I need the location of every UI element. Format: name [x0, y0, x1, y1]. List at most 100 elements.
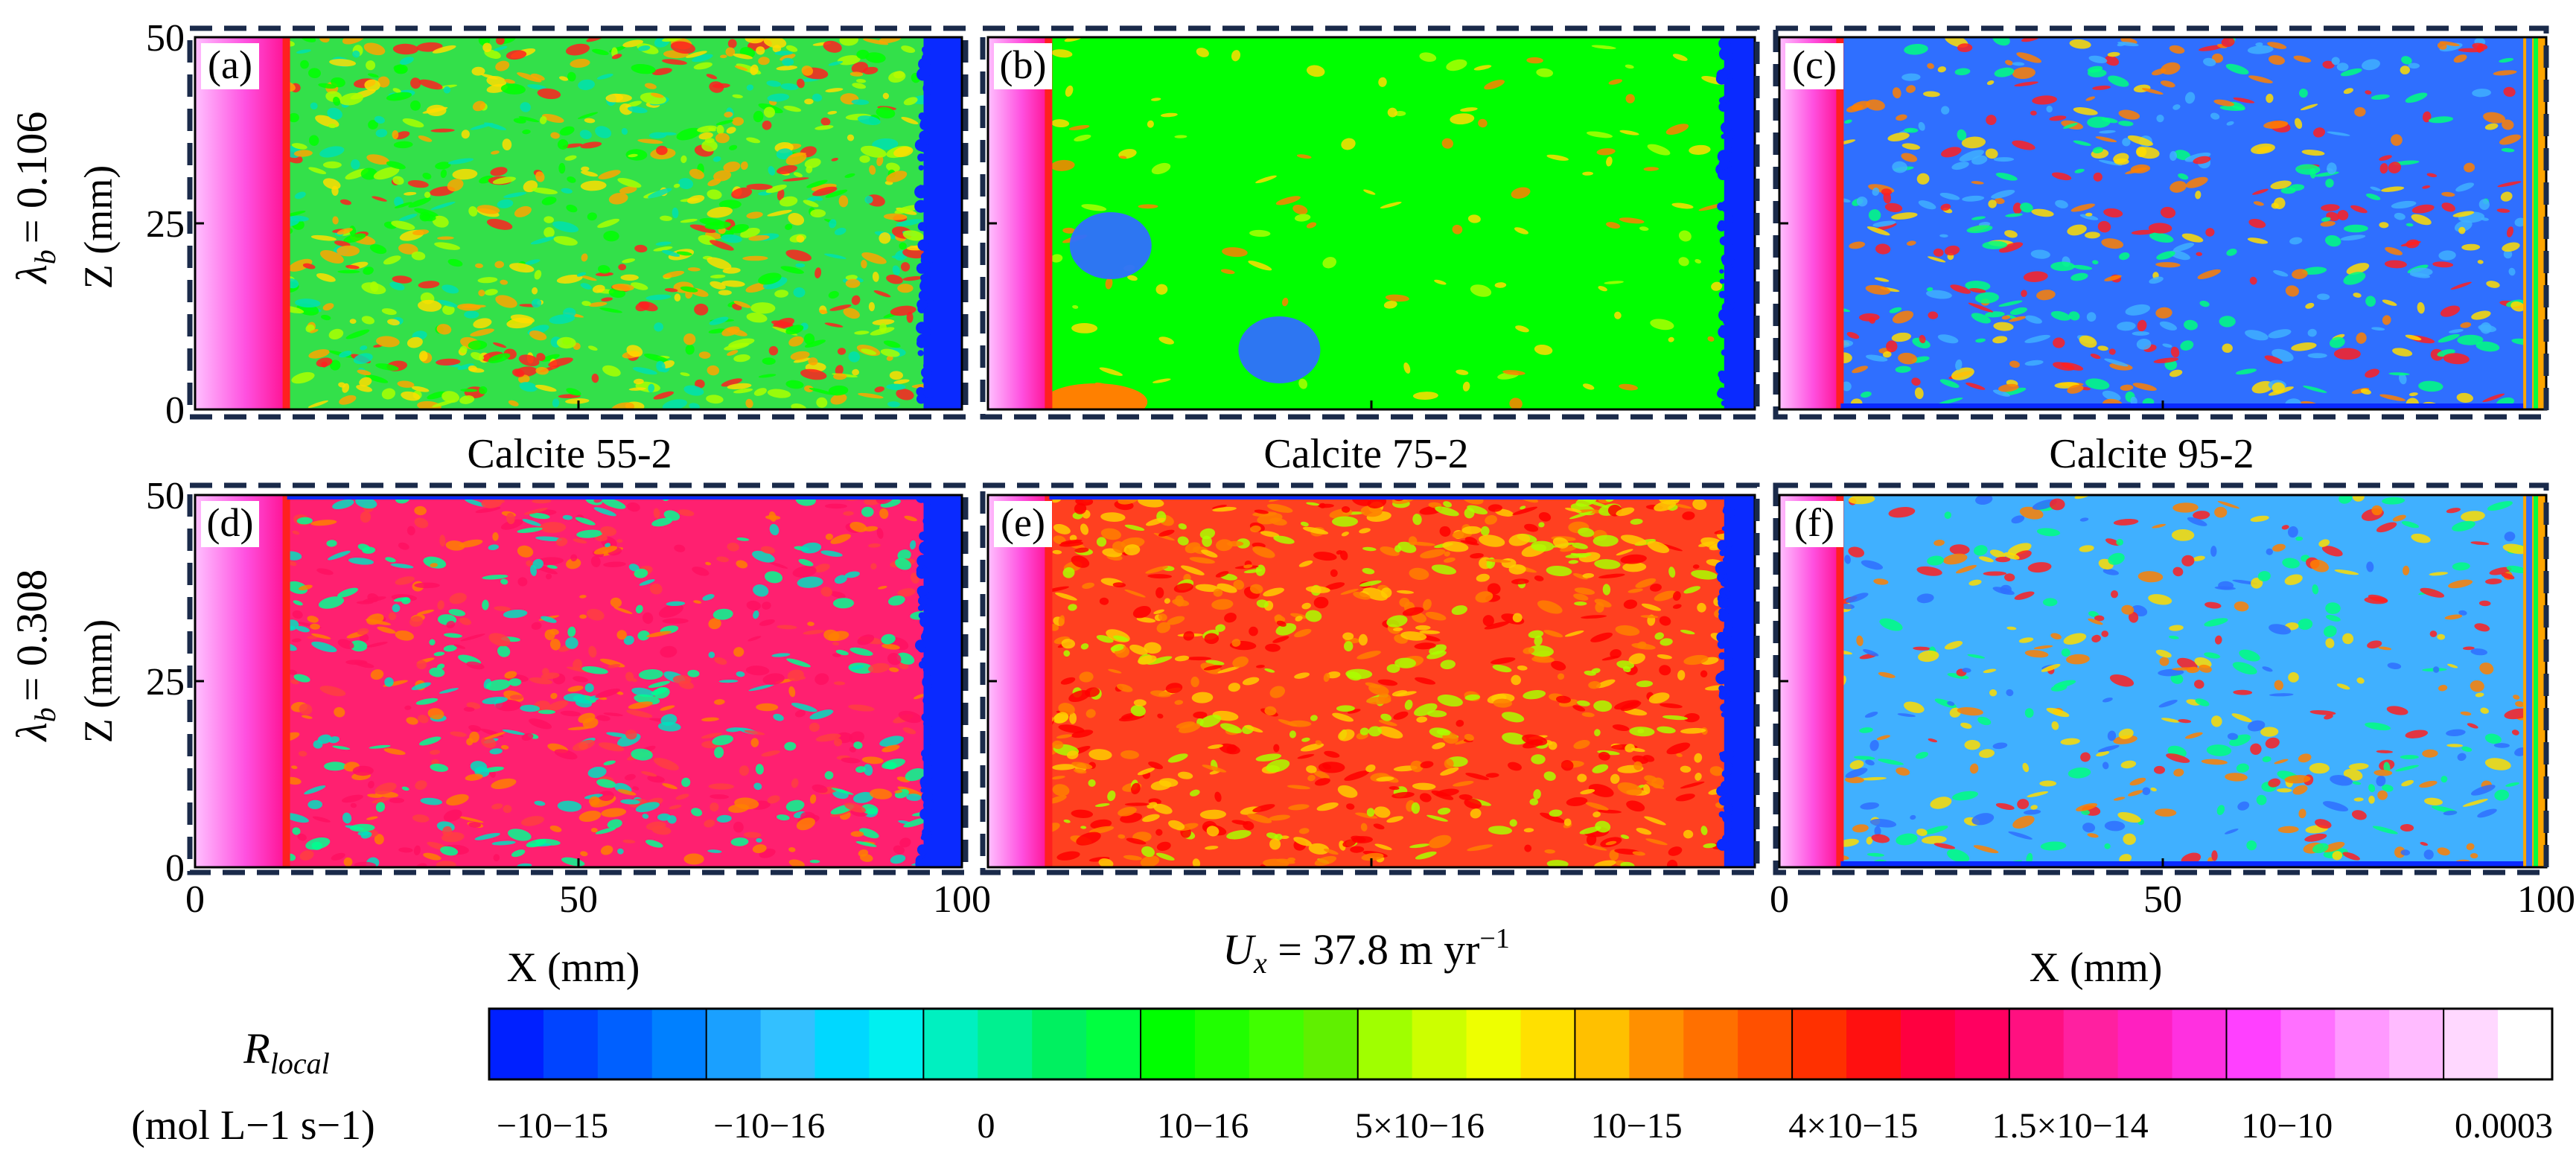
field-speckle: [879, 735, 905, 747]
field-speckle: [2024, 360, 2044, 366]
field-speckle: [906, 312, 914, 323]
field-speckle: [2234, 601, 2249, 612]
field-speckle: [888, 71, 906, 83]
field-speckle: [2030, 249, 2050, 259]
field-speckle: [612, 284, 634, 291]
field-speckle: [714, 657, 727, 665]
field-speckle: [731, 187, 753, 200]
outlet-speckle: [915, 639, 927, 651]
field-speckle: [1340, 588, 1359, 595]
field-speckle: [759, 619, 775, 626]
field-speckle: [880, 348, 900, 357]
field-speckle: [899, 242, 907, 250]
field-speckle: [1174, 655, 1190, 662]
field-speckle: [2012, 815, 2035, 829]
field-speckle: [2502, 543, 2529, 555]
field-speckle: [1916, 173, 1930, 185]
field-speckle: [2424, 797, 2443, 805]
field-speckle: [861, 804, 879, 815]
field-speckle: [1133, 699, 1147, 706]
field-speckle: [1324, 750, 1340, 758]
field-speckle: [1214, 791, 1222, 802]
field-speckle: [296, 517, 313, 525]
field-speckle: [521, 816, 544, 826]
field-speckle: [429, 639, 436, 645]
field-speckle: [1569, 511, 1593, 520]
field-speckle: [2180, 340, 2194, 351]
field-speckle: [1071, 322, 1098, 333]
field-speckle: [628, 701, 653, 709]
field-speckle: [2483, 112, 2506, 124]
field-speckle: [832, 598, 855, 609]
outlet-speckle: [918, 596, 928, 606]
field-speckle: [646, 631, 672, 638]
field-speckle: [2265, 737, 2280, 749]
field-speckle: [709, 240, 734, 251]
field-speckle: [553, 236, 578, 246]
field-speckle: [768, 345, 779, 356]
field-speckle: [2263, 121, 2289, 129]
field-speckle: [573, 538, 587, 544]
field-speckle: [570, 554, 578, 562]
field-speckle: [2381, 186, 2405, 192]
field-speckle: [2050, 310, 2071, 321]
field-speckle: [482, 574, 508, 580]
field-speckle: [797, 78, 805, 89]
field-speckle: [887, 596, 905, 606]
field-speckle: [466, 661, 485, 670]
field-speckle: [2362, 59, 2380, 71]
outlet-speckle: [920, 788, 925, 793]
field-speckle: [2018, 637, 2034, 643]
field-speckle: [746, 211, 763, 219]
field-speckle: [375, 129, 388, 138]
field-speckle: [1450, 113, 1475, 125]
field-speckle: [1861, 391, 1872, 398]
field-speckle: [529, 677, 553, 685]
field-speckle: [1444, 759, 1454, 769]
field-speckle: [2400, 823, 2414, 832]
field-speckle: [1419, 52, 1437, 63]
field-speckle: [1683, 586, 1700, 594]
field-speckle: [1844, 119, 1852, 124]
field-speckle: [1063, 819, 1071, 823]
field-speckle: [2470, 541, 2490, 546]
field-speckle: [488, 633, 511, 647]
field-speckle: [2171, 529, 2195, 541]
field-speckle: [308, 349, 330, 359]
field-speckle: [1158, 336, 1174, 345]
field-speckle: [730, 837, 749, 846]
field-speckle: [386, 92, 412, 101]
field-speckle: [1248, 261, 1272, 271]
field-speckle: [645, 294, 672, 301]
field-speckle: [497, 199, 514, 208]
field-speckle: [509, 695, 523, 700]
field-speckle: [495, 295, 517, 308]
dashed-frame-1-0: [980, 25, 1760, 420]
field-speckle: [2295, 118, 2303, 130]
field-speckle: [416, 660, 427, 670]
field-speckle: [1347, 709, 1361, 714]
field-speckle: [2172, 667, 2198, 671]
field-speckle: [474, 832, 500, 840]
field-speckle: [557, 800, 582, 812]
field-speckle: [535, 366, 549, 375]
field-speckle: [894, 205, 919, 214]
field-speckle: [804, 98, 814, 105]
field-speckle: [517, 577, 528, 587]
field-speckle: [756, 703, 779, 712]
outlet-zone-a: [923, 37, 962, 409]
field-speckle: [2039, 780, 2057, 787]
field-speckle: [541, 114, 564, 123]
field-speckle: [2233, 97, 2255, 103]
field-speckle: [874, 386, 884, 393]
field-speckle: [2158, 699, 2178, 708]
field-speckle: [776, 148, 793, 160]
field-speckle: [1426, 651, 1447, 660]
field-speckle: [1865, 284, 1891, 295]
field-speckle: [906, 794, 922, 801]
field-speckle: [1608, 79, 1622, 85]
field-speckle: [662, 618, 689, 625]
field-speckle: [723, 162, 741, 173]
field-speckle: [1598, 751, 1610, 761]
field-speckle: [2003, 552, 2020, 560]
